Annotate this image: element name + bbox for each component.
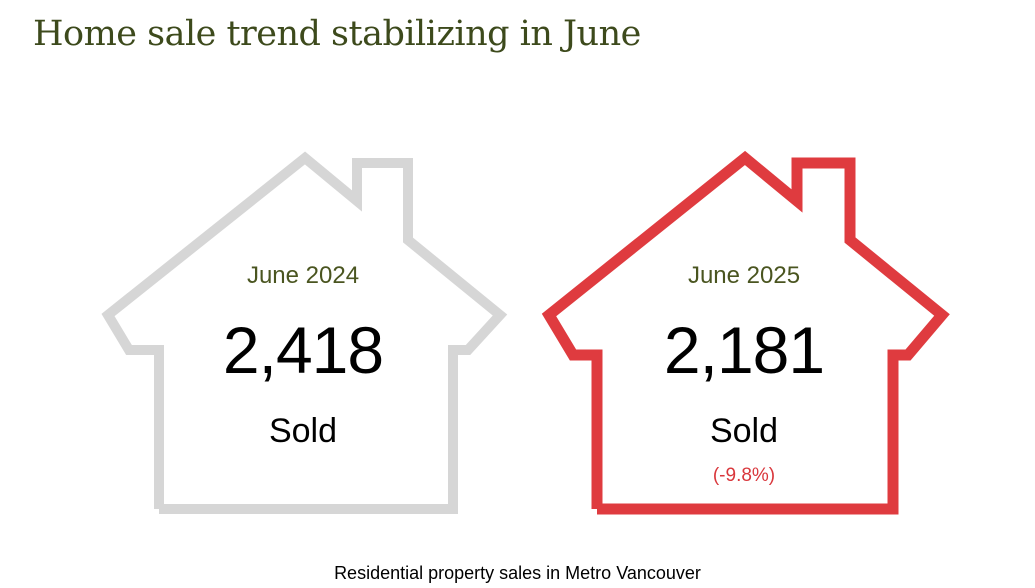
- house-icon-current: [541, 150, 950, 515]
- card-unit-2024: Sold: [268, 412, 338, 450]
- chart-caption: Residential property sales in Metro Vanc…: [334, 563, 701, 583]
- house-icon-previous: [101, 151, 508, 514]
- card-period-2024: June 2024: [246, 262, 360, 289]
- card-value-2025: 2,181: [663, 313, 825, 387]
- card-value-2024: 2,418: [222, 313, 384, 387]
- chart-title: Home sale trend stabilizing in June: [33, 14, 641, 54]
- card-period-2025: June 2025: [687, 262, 801, 289]
- card-change-2025: (-9.8%): [712, 465, 776, 486]
- card-unit-2025: Sold: [709, 412, 779, 450]
